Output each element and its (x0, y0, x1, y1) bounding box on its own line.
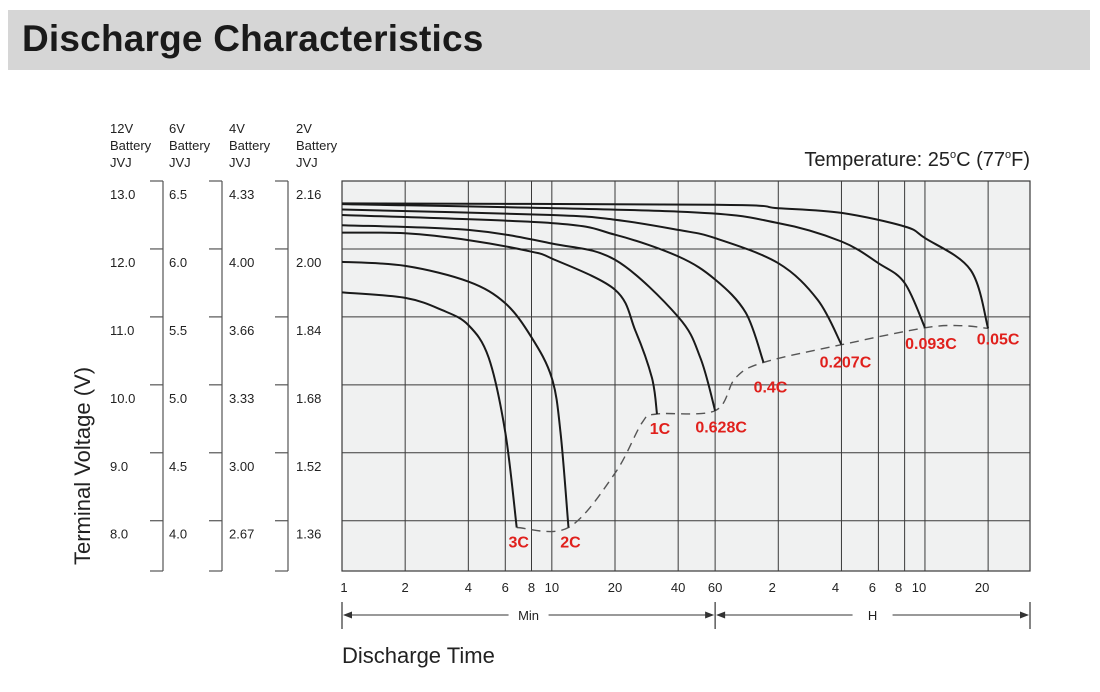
x-tick-label: 2 (769, 580, 776, 595)
arrow-left-icon (716, 611, 726, 619)
x-tick-label: 1 (340, 580, 347, 595)
data-label: 1C (650, 421, 671, 438)
data-labels: 3C 2C 1C 0.628C 0.4C 0.207C 0.093C 0.05C (508, 331, 1019, 551)
scale-header-line: 6V (169, 121, 185, 136)
discharge-curve-0p05c (341, 202, 990, 329)
scale-tick-label: 9.0 (110, 459, 128, 474)
temperature-suffix: F) (1011, 149, 1030, 171)
x-tick-label: 20 (975, 580, 989, 595)
x-tick-label: 6 (502, 580, 509, 595)
scale-tick-label: 2.00 (296, 255, 321, 270)
data-label: 3C (508, 535, 529, 552)
discharge-curve-2c (341, 260, 570, 528)
x-tick-label: 4 (832, 580, 839, 595)
x-tick-label: 8 (895, 580, 902, 595)
arrow-right-icon (705, 611, 715, 619)
scale-header-line: 12V (110, 121, 133, 136)
voltage-scale-6v: 6V Battery JVJ 6.5 6.0 5.5 5.0 4.5 4.0 (169, 121, 223, 572)
voltage-scale-4v: 4V Battery JVJ 4.33 4.00 3.66 3.33 3.00 2.67 (229, 121, 289, 572)
scale-tick-label: 4.0 (169, 527, 187, 542)
discharge-curve-3c (341, 291, 518, 528)
degree-symbol: o (1005, 149, 1011, 161)
scale-header-line: JVJ (296, 155, 318, 170)
discharge-curve-1c (341, 231, 658, 415)
degree-symbol: o (950, 149, 956, 161)
scale-header-line: JVJ (169, 155, 191, 170)
range-min: Min (343, 608, 715, 623)
range-label: H (868, 608, 877, 623)
range-h: H (716, 608, 1029, 623)
cutoff-dashed-line (516, 324, 989, 533)
scale-tick-label: 4.33 (229, 187, 254, 202)
data-label: 0.628C (695, 420, 747, 437)
temperature-label: Temperature: 25oC (77oF) (804, 149, 1030, 171)
scale-tick-label: 2.67 (229, 527, 254, 542)
temperature-mid: C (77 (956, 149, 1005, 171)
scale-tick-label: 5.0 (169, 391, 187, 406)
voltage-scales: 12V Battery JVJ 13.0 12.0 11.0 10.0 9.0 8.0 6V Bat… (110, 121, 338, 572)
x-tick-label: 6 (869, 580, 876, 595)
scale-header-line: Battery (110, 138, 152, 153)
x-tick-label: 4 (465, 580, 472, 595)
scale-header-line: Battery (169, 138, 211, 153)
voltage-scale-12v: 12V Battery JVJ 13.0 12.0 11.0 10.0 9.0 8.0 (110, 121, 164, 572)
scale-tick-label: 4.00 (229, 255, 254, 270)
discharge-curve-0p628c (341, 224, 717, 411)
y-axis-title: Terminal Voltage (V) (70, 367, 95, 565)
scale-tick-label: 4.5 (169, 459, 187, 474)
scale-tick-label: 1.52 (296, 459, 321, 474)
scale-header-line: Battery (229, 138, 271, 153)
scale-header-line: Battery (296, 138, 338, 153)
curves (341, 202, 990, 533)
data-label: 0.05C (977, 331, 1020, 348)
x-tick-label: 40 (671, 580, 685, 595)
x-tick-label: 2 (402, 580, 409, 595)
x-tick-label: 8 (528, 580, 535, 595)
scale-header-line: 2V (296, 121, 312, 136)
scale-tick-label: 6.5 (169, 187, 187, 202)
scale-header-line: JVJ (110, 155, 132, 170)
scale-tick-label: 12.0 (110, 255, 135, 270)
scale-tick-label: 3.00 (229, 459, 254, 474)
discharge-curve-0p093c (341, 203, 926, 329)
discharge-curve-0p4c (341, 214, 765, 363)
scale-tick-label: 2.16 (296, 187, 321, 202)
scale-tick-label: 6.0 (169, 255, 187, 270)
title-band: Discharge Characteristics (8, 10, 1090, 70)
arrow-left-icon (343, 611, 352, 619)
scale-header-line: 4V (229, 121, 245, 136)
page-title: Discharge Characteristics (22, 18, 484, 59)
scale-tick-label: 1.84 (296, 323, 321, 338)
scale-tick-label: 3.66 (229, 323, 254, 338)
scale-tick-label: 1.36 (296, 527, 321, 542)
x-tick-label: 20 (608, 580, 622, 595)
temperature-prefix: Temperature: 25 (804, 149, 950, 171)
x-axis-title: Discharge Time (342, 643, 495, 668)
x-axis: 1 2 4 6 8 10 20 40 60 2 4 6 8 10 20 Min H (340, 580, 1031, 629)
scale-tick-label: 13.0 (110, 187, 135, 202)
arrow-right-icon (1020, 611, 1029, 619)
scale-tick-label: 8.0 (110, 527, 128, 542)
scale-tick-label: 11.0 (110, 323, 134, 338)
data-label: 0.093C (905, 336, 957, 353)
data-label: 0.207C (820, 355, 872, 372)
x-tick-label: 10 (912, 580, 926, 595)
data-label: 0.4C (754, 379, 788, 396)
discharge-curve-0p207c (341, 208, 843, 346)
scale-tick-label: 3.33 (229, 391, 254, 406)
data-label: 2C (560, 535, 581, 552)
scale-tick-label: 5.5 (169, 323, 187, 338)
x-tick-label: 10 (545, 580, 559, 595)
scale-header-line: JVJ (229, 155, 251, 170)
scale-tick-label: 1.68 (296, 391, 321, 406)
range-label: Min (518, 608, 539, 623)
plot-area (341, 180, 1031, 572)
x-tick-label: 60 (708, 580, 722, 595)
scale-tick-label: 10.0 (110, 391, 135, 406)
voltage-scale-2v: 2V Battery JVJ 2.16 2.00 1.84 1.68 1.52 1.36 (296, 121, 338, 542)
